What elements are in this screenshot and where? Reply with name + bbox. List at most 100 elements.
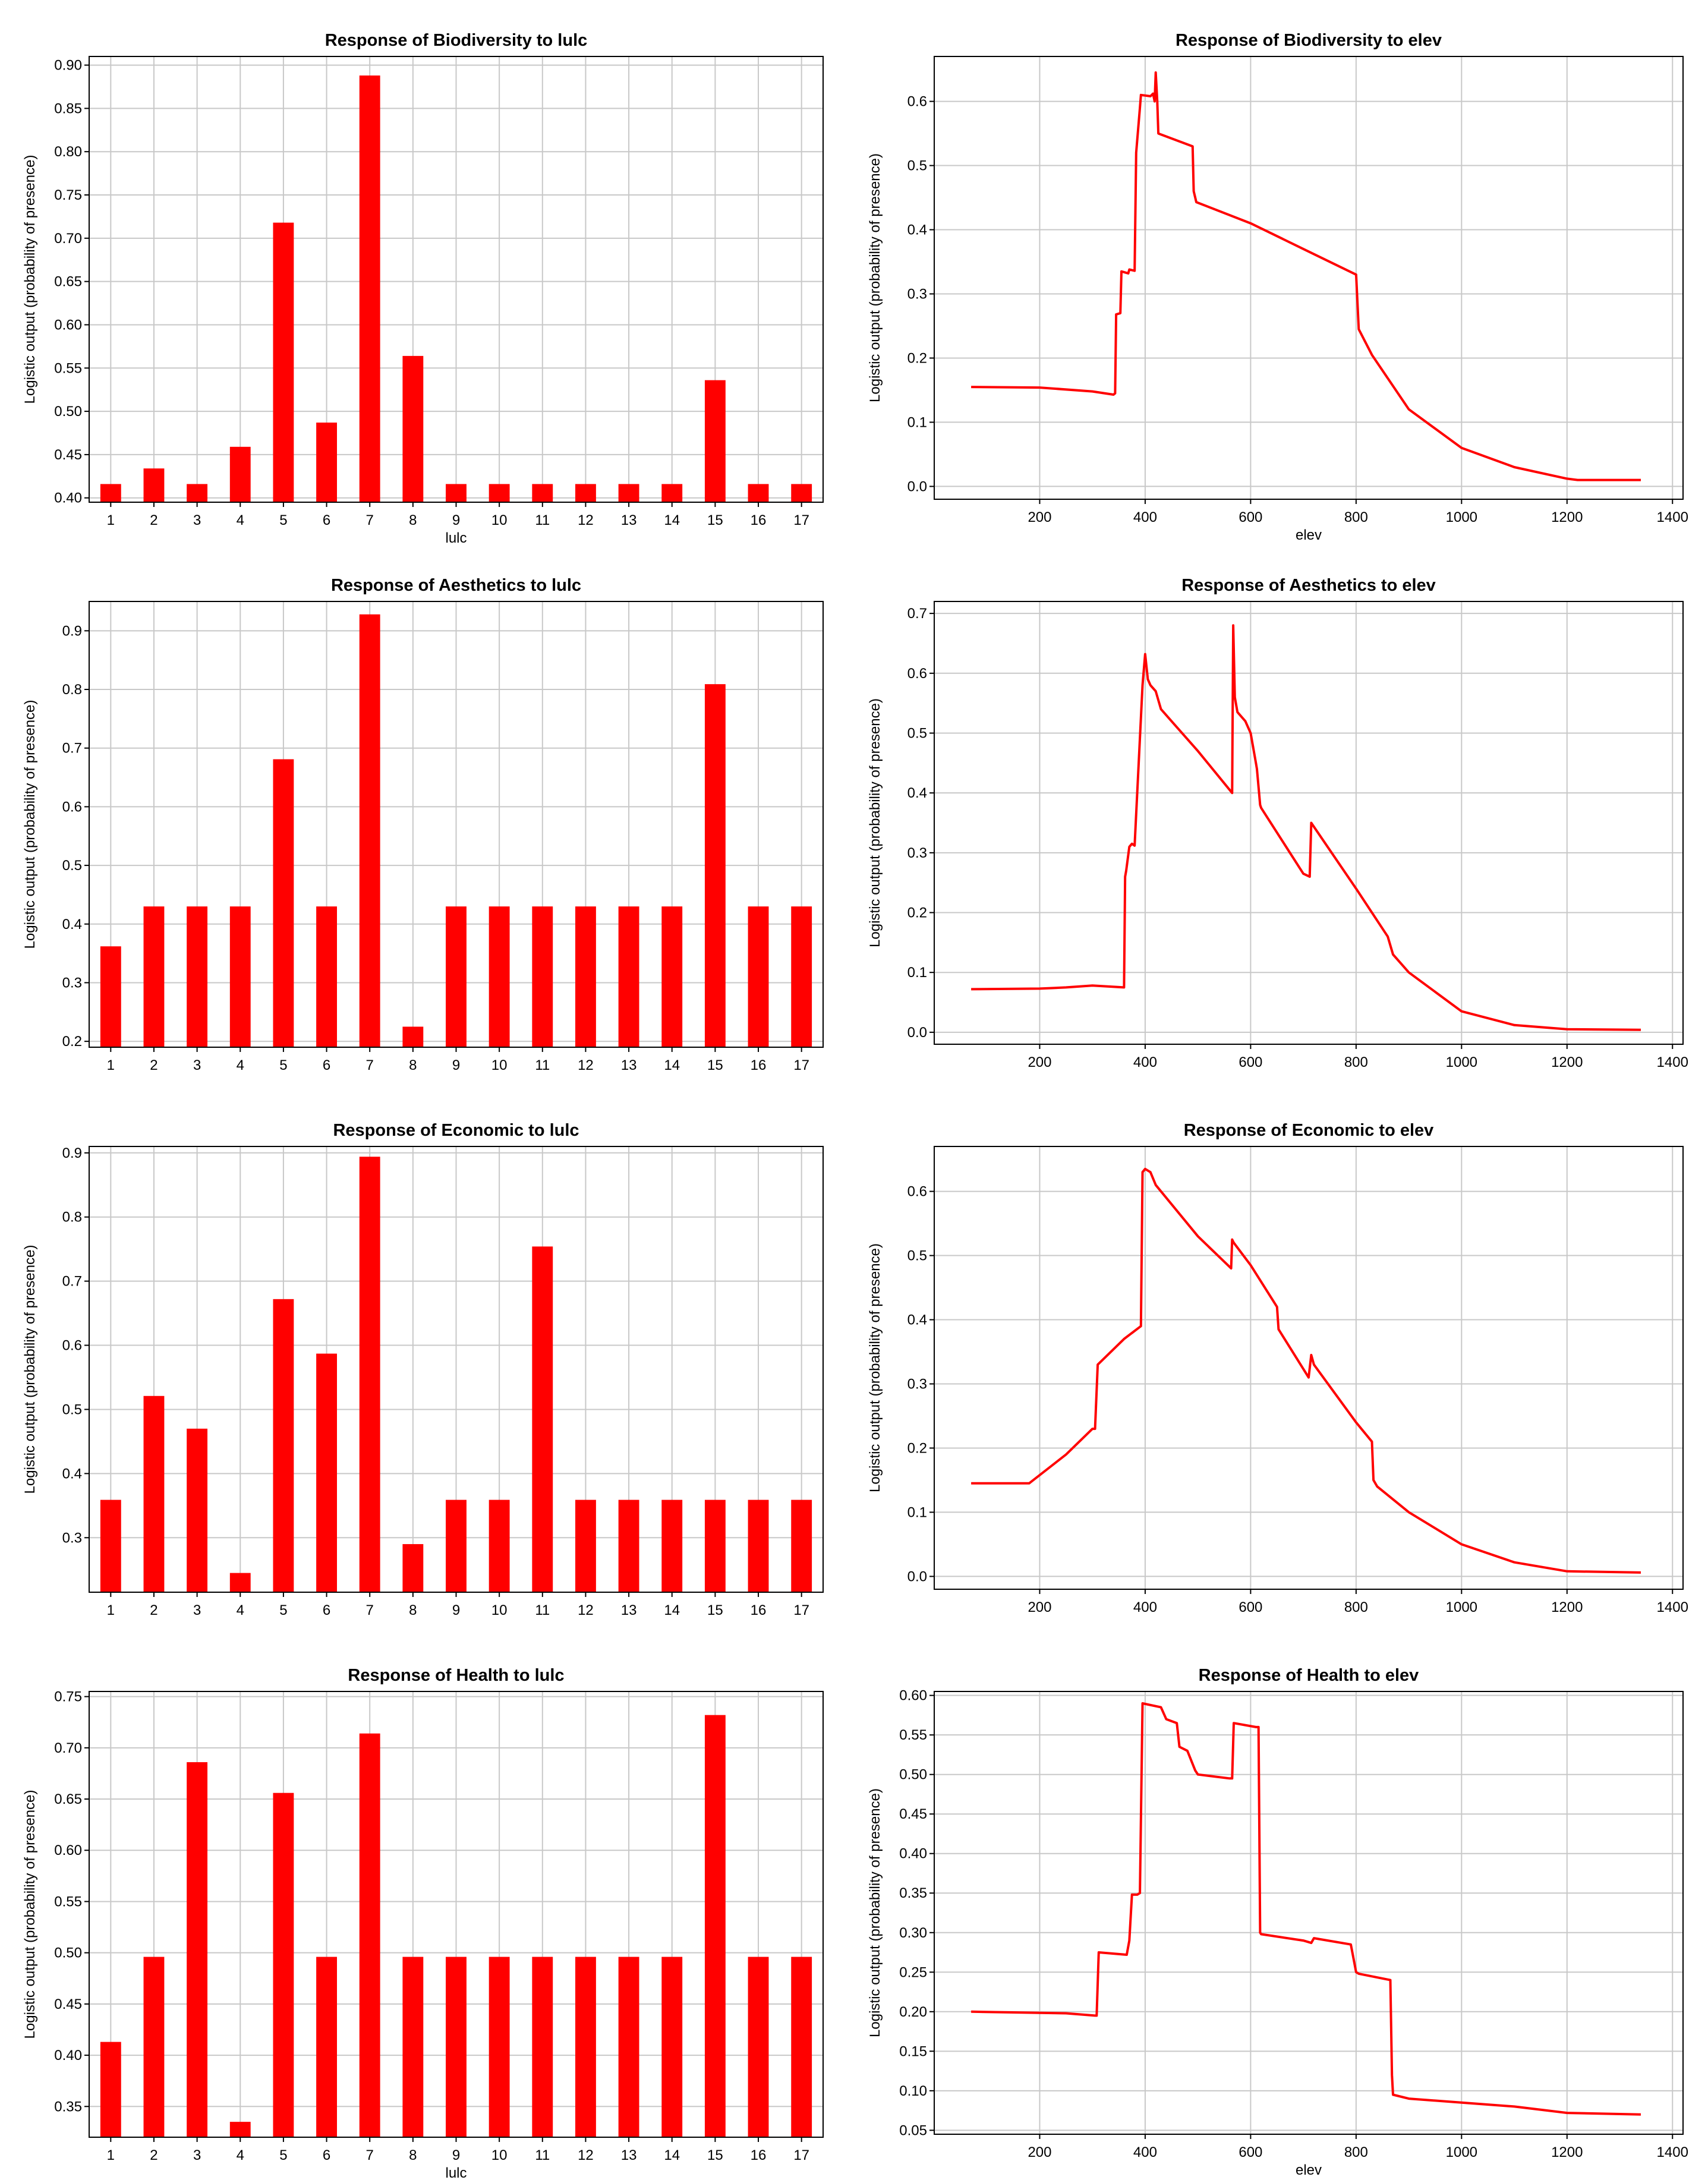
x-tick-label: 13 [621, 1057, 637, 1073]
y-tick-label: 0.5 [907, 725, 927, 741]
bar-4 [229, 2122, 251, 2137]
x-tick-label: 1400 [1657, 509, 1688, 525]
x-tick-label: 600 [1239, 1599, 1262, 1615]
y-tick-label: 0.5 [907, 158, 927, 174]
x-tick-label: 400 [1133, 1054, 1157, 1070]
bar-14 [661, 1957, 683, 2137]
x-axis-label: elev [1296, 527, 1322, 543]
x-tick-label: 1 [107, 2147, 115, 2163]
y-tick-label: 0.7 [62, 741, 82, 757]
bar-9 [446, 1957, 467, 2137]
y-tick-label: 0.55 [899, 1727, 927, 1743]
bar-2 [143, 906, 165, 1047]
x-tick-label: 2 [150, 2147, 157, 2163]
bar-11 [532, 1246, 553, 1592]
x-tick-label: 7 [366, 1057, 374, 1073]
y-tick-label: 0.90 [54, 58, 82, 74]
bar-11 [532, 906, 553, 1047]
y-tick-label: 0.3 [907, 845, 927, 861]
x-tick-label: 1400 [1657, 1054, 1688, 1070]
x-tick-label: 13 [621, 2147, 637, 2163]
bar-14 [661, 484, 683, 502]
chart-title: Response of Biodiversity to elev [1176, 31, 1442, 50]
response-line [971, 1702, 1641, 2116]
bar-1 [100, 946, 121, 1047]
response-line [971, 1167, 1641, 1574]
x-tick-label: 17 [793, 512, 809, 528]
x-tick-label: 16 [751, 1057, 767, 1073]
x-tick-label: 1200 [1551, 2144, 1583, 2160]
y-tick-label: 0.2 [907, 1440, 927, 1456]
y-tick-label: 0.9 [62, 623, 82, 639]
chart-canvas: Response of Health to elev 0.05 0.10 0.15 0.… [867, 1666, 1688, 2178]
bar-9 [446, 906, 467, 1047]
x-tick-label: 200 [1028, 509, 1051, 525]
x-tick-label: 1200 [1551, 1599, 1583, 1615]
x-tick-label: 800 [1344, 2144, 1368, 2160]
x-tick-label: 14 [664, 1602, 680, 1618]
x-tick-label: 400 [1133, 2144, 1157, 2160]
y-axis-label: Logistic output (probability of presence… [867, 698, 883, 947]
bar-12 [575, 1957, 596, 2137]
plot-frame [934, 601, 1684, 1045]
bar-5 [273, 222, 294, 502]
x-tick-label: 6 [323, 1602, 330, 1618]
x-tick-label: 4 [237, 1602, 244, 1618]
y-tick-label: 0.6 [62, 799, 82, 815]
x-tick-label: 12 [578, 1057, 594, 1073]
y-tick-label: 0.6 [62, 1338, 82, 1354]
y-tick-label: 0.0 [907, 478, 927, 494]
y-tick-label: 0.60 [54, 1842, 82, 1858]
bar-10 [489, 484, 510, 502]
y-tick-label: 0.5 [62, 1401, 82, 1417]
chart-title: Response of Health to elev [1199, 1666, 1419, 1685]
x-tick-label: 8 [409, 1057, 417, 1073]
x-tick-label: 11 [535, 2147, 550, 2163]
chart-health-elev: Response of Health to elev 0.05 0.10 0.15 0.… [854, 1635, 1708, 2180]
y-tick-label: 0.55 [54, 1894, 82, 1910]
x-tick-label: 16 [751, 512, 767, 528]
x-tick-label: 9 [452, 1602, 460, 1618]
x-tick-label: 17 [793, 1057, 809, 1073]
bar-2 [143, 1957, 165, 2137]
bar-5 [273, 1299, 294, 1592]
x-tick-label: 3 [193, 2147, 201, 2163]
y-axis-label: Logistic output (probability of presence… [867, 153, 883, 402]
y-tick-label: 0.75 [54, 187, 82, 203]
x-tick-label: 4 [237, 1057, 244, 1073]
x-tick-label: 8 [409, 1602, 417, 1618]
plot-area [934, 601, 1683, 1044]
bar-5 [273, 1792, 294, 2137]
x-tick-label: 1 [107, 1057, 115, 1073]
bar-10 [489, 1957, 510, 2137]
x-tick-label: 14 [664, 1057, 680, 1073]
bar-16 [748, 1499, 769, 1592]
y-tick-label: 0.4 [62, 916, 82, 933]
x-tick-label: 11 [535, 1602, 550, 1618]
y-tick-label: 0.15 [899, 2043, 927, 2059]
bar-14 [661, 906, 683, 1047]
y-axis-label: Logistic output (probability of presence… [22, 1245, 38, 1494]
y-tick-label: 0.0 [907, 1568, 927, 1584]
y-tick-label: 0.6 [907, 94, 927, 110]
plot-frame [934, 56, 1684, 500]
chart-biodiversity-elev: Response of Biodiversity to elev 0.0 0.1 0.… [854, 0, 1708, 545]
y-tick-label: 0.65 [54, 274, 82, 290]
x-tick-label: 1 [107, 512, 115, 528]
bar-8 [402, 1957, 424, 2137]
y-tick-label: 0.20 [899, 2004, 927, 2020]
bar-16 [748, 484, 769, 502]
y-axis-label: Logistic output (probability of presence… [22, 700, 38, 949]
x-tick-label: 9 [452, 2147, 460, 2163]
chart-economic-elev: Response of Economic to elev 0.0 0.1 0.2 0.3… [854, 1090, 1708, 1635]
y-tick-label: 0.4 [907, 1312, 927, 1328]
x-tick-label: 13 [621, 512, 637, 528]
bar-9 [446, 484, 467, 502]
x-tick-label: 6 [323, 2147, 330, 2163]
x-tick-label: 200 [1028, 1054, 1051, 1070]
bar-15 [704, 1499, 726, 1592]
x-tick-label: 200 [1028, 2144, 1051, 2160]
x-tick-label: 200 [1028, 1599, 1051, 1615]
bar-13 [618, 906, 639, 1047]
bar-10 [489, 906, 510, 1047]
